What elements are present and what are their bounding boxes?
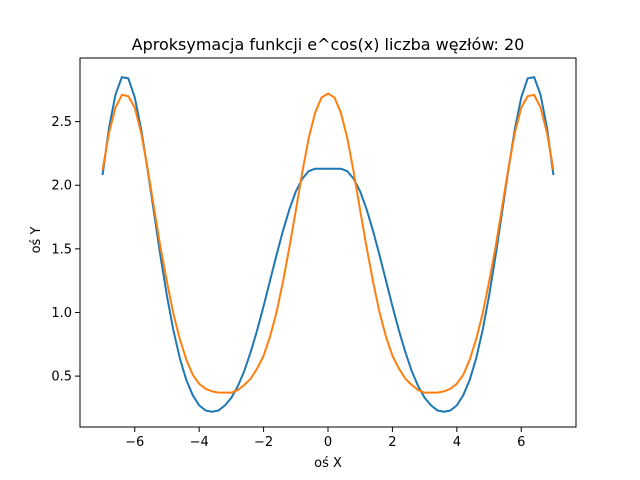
x-tick-label: 6 [517,435,525,450]
y-tick-label: 1.5 [51,242,72,257]
x-tick-label: −6 [125,435,144,450]
y-tick-label: 0.5 [51,370,72,385]
x-tick-label: −4 [190,435,209,450]
axes-layer: −6 −4 −2 0 2 4 6 0.5 1.0 1.5 2.0 2.5 [51,57,577,450]
y-axis-label: oś Y [29,227,44,254]
x-tick-label: 0 [324,435,332,450]
series-line-1 [101,76,555,413]
y-tick-label: 2.0 [51,179,72,194]
x-axis-label: oś X [314,456,342,471]
y-tick-label: 1.0 [51,306,72,321]
x-tick-label: 2 [388,435,396,450]
series-layer [101,76,555,413]
y-tick-label: 2.5 [51,115,72,130]
chart-title: Aproksymacja funkcji e^cos(x) liczba węz… [132,35,525,54]
x-tick-label: 4 [453,435,461,450]
x-tick-label: −2 [254,435,273,450]
series-line-2 [101,92,555,394]
